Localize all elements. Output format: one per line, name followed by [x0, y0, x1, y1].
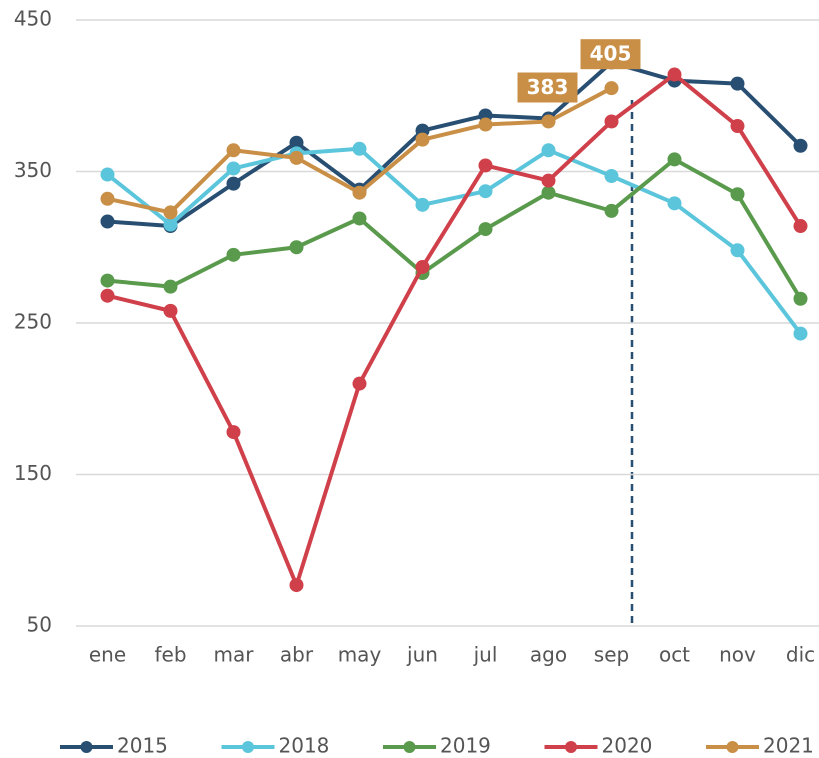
x-tick-label: may — [338, 643, 382, 667]
point — [289, 150, 304, 165]
point — [478, 184, 493, 199]
series-line — [107, 157, 803, 300]
point — [604, 114, 619, 129]
point — [541, 114, 556, 129]
x-tick-label: ene — [89, 643, 126, 667]
legend-label: 2019 — [440, 734, 491, 758]
point — [226, 247, 241, 262]
point — [541, 173, 556, 188]
y-tick-label: 150 — [14, 461, 52, 485]
x-tick-label: feb — [154, 643, 186, 667]
point — [478, 222, 493, 237]
point — [163, 205, 178, 220]
value-label-box — [517, 72, 578, 103]
point — [226, 425, 241, 440]
point — [163, 217, 178, 232]
point — [541, 143, 556, 158]
legend-label: 2015 — [117, 734, 168, 758]
x-tick-label: nov — [719, 643, 756, 667]
legend-label: 2021 — [763, 734, 814, 758]
point — [289, 135, 304, 150]
x-tick-label: ago — [530, 643, 567, 667]
point — [478, 158, 493, 173]
x-tick-label: abr — [280, 643, 314, 667]
point — [226, 176, 241, 191]
legend-marker — [242, 741, 254, 753]
point — [100, 214, 115, 229]
point — [415, 259, 430, 274]
point — [793, 138, 808, 153]
point — [100, 273, 115, 288]
point — [226, 143, 241, 158]
legend-label: 2018 — [279, 734, 330, 758]
point — [604, 81, 619, 96]
legend-marker — [726, 741, 739, 753]
point — [352, 185, 367, 200]
y-tick-label: 450 — [14, 7, 52, 31]
point — [352, 376, 367, 391]
point — [793, 219, 808, 234]
point — [730, 187, 745, 202]
point — [163, 303, 178, 318]
point — [667, 196, 682, 211]
x-tick-label: jun — [406, 643, 438, 667]
point — [289, 240, 304, 255]
legend-label: 2020 — [602, 734, 653, 758]
y-tick-label: 350 — [14, 158, 52, 182]
point — [352, 211, 367, 226]
value-label-box — [580, 39, 641, 70]
x-tick-label: sep — [594, 643, 629, 667]
point — [793, 291, 808, 306]
point — [604, 203, 619, 218]
legend-marker — [80, 741, 93, 753]
x-tick-label: jul — [473, 643, 498, 667]
series-line — [107, 60, 802, 229]
value-label: 405 — [590, 42, 632, 66]
point — [667, 67, 682, 82]
point — [604, 169, 619, 184]
value-label: 383 — [527, 75, 569, 99]
y-tick-label: 250 — [14, 310, 52, 334]
point — [415, 132, 430, 147]
point — [289, 578, 304, 593]
point — [100, 167, 115, 182]
point — [730, 243, 745, 258]
legend-marker — [565, 741, 577, 753]
x-tick-label: mar — [214, 643, 255, 667]
x-tick-label: dic — [786, 643, 815, 667]
point — [226, 161, 241, 176]
point — [541, 185, 556, 200]
point — [793, 326, 808, 341]
point — [415, 197, 430, 212]
legend-marker — [403, 741, 416, 753]
point — [730, 119, 745, 134]
series-line — [107, 72, 803, 588]
point — [667, 152, 682, 167]
series-line — [106, 146, 803, 335]
y-tick-label: 50 — [27, 613, 52, 637]
point — [163, 279, 178, 294]
point — [100, 288, 115, 303]
point — [352, 141, 367, 156]
x-tick-label: oct — [659, 643, 690, 667]
point — [478, 117, 493, 132]
point — [730, 76, 745, 91]
point — [100, 191, 115, 206]
